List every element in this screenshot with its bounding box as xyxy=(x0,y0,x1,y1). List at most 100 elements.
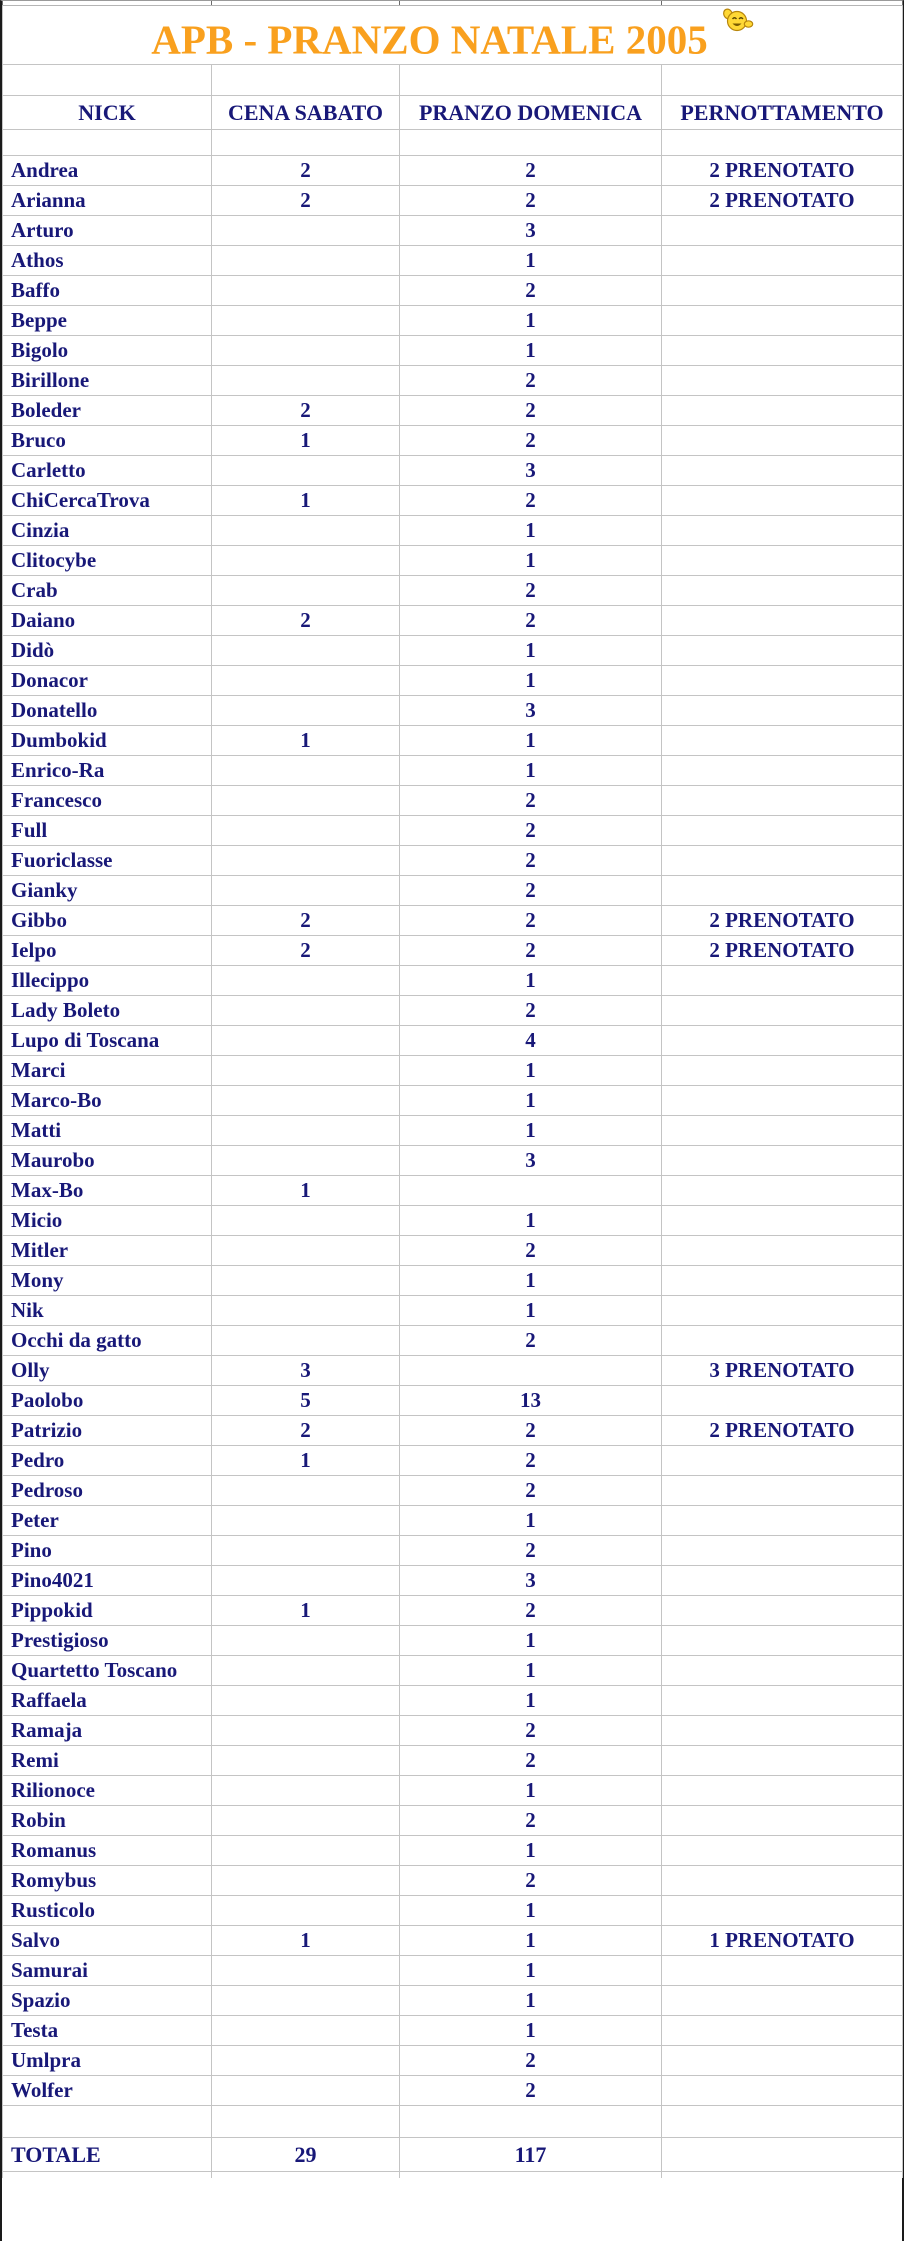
cell-cena-sabato: 1 xyxy=(211,485,400,516)
cell-pranzo-domenica: 1 xyxy=(399,1925,662,1956)
table-row: Pino 2 xyxy=(2,1535,903,1566)
cell-cena-sabato xyxy=(211,1265,400,1296)
cell-pernottamento xyxy=(661,1955,903,1986)
cell-nick: Gibbo xyxy=(2,905,212,936)
cell-cena-sabato xyxy=(211,875,400,906)
cell-cena-sabato: 1 xyxy=(211,1925,400,1956)
cell-cena-sabato xyxy=(211,2075,400,2106)
cell-cena-sabato xyxy=(211,1955,400,1986)
cell-pernottamento xyxy=(661,1325,903,1356)
cell-pernottamento xyxy=(661,1505,903,1536)
cell-cena-sabato xyxy=(211,455,400,486)
header-pernottamento: PERNOTTAMENTO xyxy=(661,95,903,130)
cell-cena-sabato: 2 xyxy=(211,185,400,216)
cell-cena-sabato xyxy=(211,815,400,846)
table-row: Pedroso 2 xyxy=(2,1475,903,1506)
cell-pernottamento xyxy=(661,485,903,516)
cell-pernottamento xyxy=(661,2045,903,2076)
cell-nick: Occhi da gatto xyxy=(2,1325,212,1356)
cell-nick: Francesco xyxy=(2,785,212,816)
cell-pernottamento xyxy=(661,2015,903,2046)
cell-pranzo-domenica: 2 xyxy=(399,845,662,876)
cell-pranzo-domenica: 2 xyxy=(399,905,662,936)
cell-nick: Max-Bo xyxy=(2,1175,212,1206)
cell-pernottamento xyxy=(661,215,903,246)
cell-pernottamento xyxy=(661,1385,903,1416)
cell-pranzo-domenica: 1 xyxy=(399,725,662,756)
cell-pranzo-domenica: 2 xyxy=(399,1715,662,1746)
cell-pernottamento xyxy=(661,2075,903,2106)
table-row: Francesco 2 xyxy=(2,785,903,816)
cell-pernottamento xyxy=(661,1085,903,1116)
table-body: Andrea 2 2 2 PRENOTATO Arianna 2 2 2 PRE… xyxy=(2,155,903,2106)
cell-nick: Donacor xyxy=(2,665,212,696)
cell-nick: Crab xyxy=(2,575,212,606)
cell-nick: Birillone xyxy=(2,365,212,396)
cell-cena-sabato xyxy=(211,245,400,276)
cell-pranzo-domenica: 2 xyxy=(399,785,662,816)
cell-cena-sabato xyxy=(211,785,400,816)
cell-cena-sabato: 1 xyxy=(211,1595,400,1626)
cell-pernottamento xyxy=(661,1985,903,2016)
table-row: Max-Bo 1 xyxy=(2,1175,903,1206)
cell-pernottamento xyxy=(661,395,903,426)
cell-nick: Arturo xyxy=(2,215,212,246)
table-row: Spazio 1 xyxy=(2,1985,903,2016)
cell-nick: Athos xyxy=(2,245,212,276)
cell-pernottamento xyxy=(661,695,903,726)
cell-cena-sabato xyxy=(211,1655,400,1686)
cell-nick: Boleder xyxy=(2,395,212,426)
cell-pranzo-domenica: 1 xyxy=(399,1655,662,1686)
cell-pranzo-domenica: 2 xyxy=(399,1865,662,1896)
cell-pernottamento xyxy=(661,605,903,636)
cell-nick: Rilionoce xyxy=(2,1775,212,1806)
table-row: Carletto 3 xyxy=(2,455,903,486)
cell-nick: Illecippo xyxy=(2,965,212,996)
cell-cena-sabato xyxy=(211,545,400,576)
table-row: Peter 1 xyxy=(2,1505,903,1536)
table-row: Clitocybe 1 xyxy=(2,545,903,576)
cell-nick: Matti xyxy=(2,1115,212,1146)
cell-nick: ChiCercaTrova xyxy=(2,485,212,516)
cell-pernottamento xyxy=(661,515,903,546)
header-cena-sabato: CENA SABATO xyxy=(211,95,400,130)
cell-cena-sabato xyxy=(211,1325,400,1356)
table-row: Salvo 1 1 1 PRENOTATO xyxy=(2,1925,903,1956)
cell-pranzo-domenica: 1 xyxy=(399,1955,662,1986)
cell-pernottamento xyxy=(661,1685,903,1716)
table-row: Gianky 2 xyxy=(2,875,903,906)
cell-nick: Umlpra xyxy=(2,2045,212,2076)
cell-pranzo-domenica: 2 xyxy=(399,1805,662,1836)
cell-nick: Salvo xyxy=(2,1925,212,1956)
cell-pranzo-domenica: 1 xyxy=(399,1085,662,1116)
cell-cena-sabato: 5 xyxy=(211,1385,400,1416)
cell-pranzo-domenica: 3 xyxy=(399,1145,662,1176)
cell-nick: Arianna xyxy=(2,185,212,216)
cell-cena-sabato xyxy=(211,1205,400,1236)
cell-nick: Peter xyxy=(2,1505,212,1536)
cell-cena-sabato xyxy=(211,665,400,696)
cell-pranzo-domenica: 2 xyxy=(399,1235,662,1266)
cell-cena-sabato xyxy=(211,635,400,666)
cell-pranzo-domenica: 3 xyxy=(399,1565,662,1596)
cell-nick: Micio xyxy=(2,1205,212,1236)
cell-pernottamento xyxy=(661,1835,903,1866)
cell-nick: Beppe xyxy=(2,305,212,336)
table-row: Pedro 1 2 xyxy=(2,1445,903,1476)
table-row: Micio 1 xyxy=(2,1205,903,1236)
cell-cena-sabato: 2 xyxy=(211,1415,400,1446)
cell-nick: Maurobo xyxy=(2,1145,212,1176)
cell-nick: Lupo di Toscana xyxy=(2,1025,212,1056)
cell-cena-sabato xyxy=(211,1895,400,1926)
cell-nick: Romybus xyxy=(2,1865,212,1896)
cell-nick: Baffo xyxy=(2,275,212,306)
cell-pernottamento xyxy=(661,815,903,846)
cell-pernottamento: 2 PRENOTATO xyxy=(661,905,903,936)
cell-pernottamento xyxy=(661,875,903,906)
cell-pranzo-domenica: 1 xyxy=(399,305,662,336)
totale-pranzo-domenica: 117 xyxy=(399,2137,662,2172)
cell-cena-sabato xyxy=(211,1685,400,1716)
cell-cena-sabato xyxy=(211,2015,400,2046)
cell-cena-sabato xyxy=(211,695,400,726)
